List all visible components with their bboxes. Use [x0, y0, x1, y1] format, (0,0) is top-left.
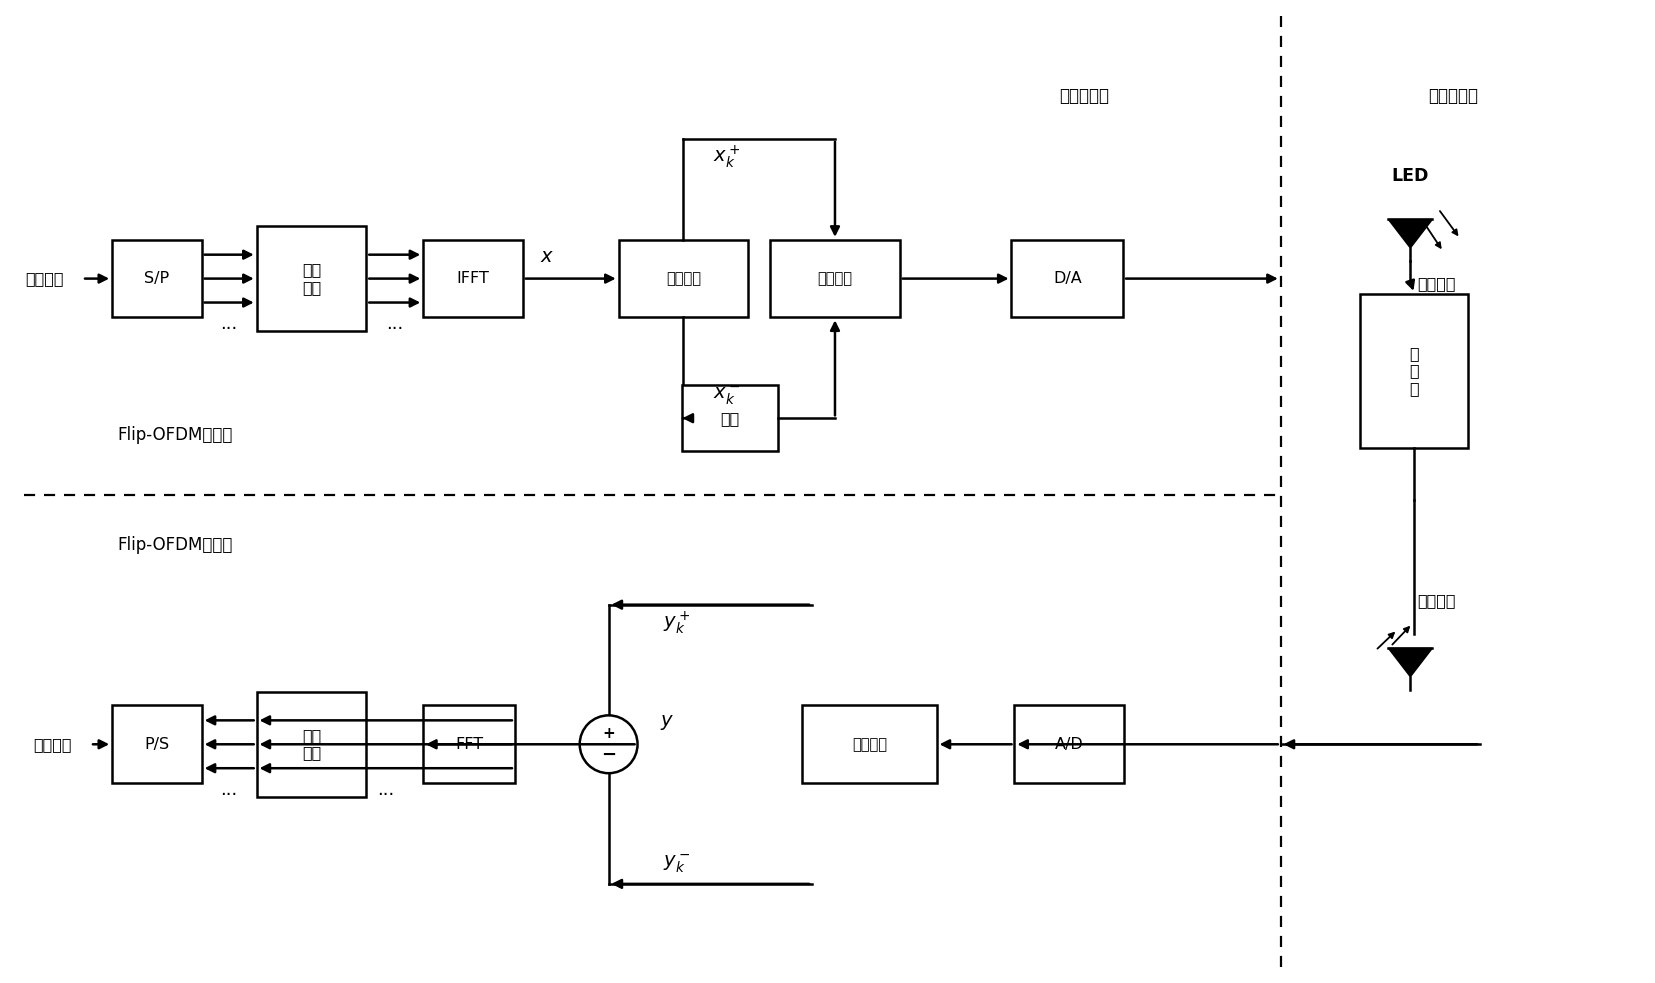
Text: $x_k^+$: $x_k^+$: [713, 144, 740, 170]
Text: 延时: 延时: [720, 411, 740, 426]
FancyBboxPatch shape: [619, 240, 748, 318]
Text: 输出数据: 输出数据: [33, 737, 71, 752]
Text: D/A: D/A: [1053, 271, 1081, 286]
FancyBboxPatch shape: [113, 706, 202, 783]
Text: +: +: [602, 725, 614, 741]
Text: $y_k^+$: $y_k^+$: [664, 609, 690, 636]
FancyBboxPatch shape: [801, 706, 937, 783]
Text: $x$: $x$: [540, 247, 553, 266]
FancyBboxPatch shape: [1011, 240, 1122, 318]
Text: IFFT: IFFT: [457, 271, 490, 286]
Text: $y$: $y$: [660, 713, 674, 732]
Text: 载波
解调: 载波 解调: [301, 728, 321, 761]
FancyBboxPatch shape: [770, 240, 899, 318]
Text: 符号分离: 符号分离: [851, 737, 887, 752]
Text: ...: ...: [377, 781, 394, 799]
Polygon shape: [1387, 219, 1432, 248]
FancyBboxPatch shape: [1360, 294, 1468, 448]
Text: 光信号区域: 光信号区域: [1427, 87, 1478, 105]
Text: 光
信
道: 光 信 道: [1408, 346, 1418, 396]
FancyBboxPatch shape: [257, 226, 366, 331]
Text: Flip-OFDM发送端: Flip-OFDM发送端: [118, 536, 232, 553]
FancyBboxPatch shape: [682, 385, 778, 451]
Text: A/D: A/D: [1054, 737, 1082, 752]
Text: ...: ...: [220, 781, 238, 799]
Text: 载波
调制: 载波 调制: [301, 262, 321, 295]
Text: 直接检测: 直接检测: [1417, 593, 1455, 608]
Text: $y_k^-$: $y_k^-$: [664, 853, 690, 875]
FancyBboxPatch shape: [257, 692, 366, 796]
Text: 信号分解: 信号分解: [665, 271, 700, 286]
Text: FFT: FFT: [455, 737, 483, 752]
FancyBboxPatch shape: [113, 240, 202, 318]
Circle shape: [579, 716, 637, 774]
FancyBboxPatch shape: [424, 240, 523, 318]
Text: 强度调制: 强度调制: [1417, 276, 1455, 291]
Text: ...: ...: [220, 316, 238, 333]
Text: 符号拼接: 符号拼接: [818, 271, 852, 286]
FancyBboxPatch shape: [424, 706, 515, 783]
Text: ...: ...: [386, 316, 404, 333]
FancyBboxPatch shape: [1015, 706, 1124, 783]
Polygon shape: [1387, 648, 1432, 676]
Text: 输入数据: 输入数据: [25, 271, 63, 286]
Text: $x_k^-$: $x_k^-$: [713, 385, 740, 407]
Text: Flip-OFDM接收端: Flip-OFDM接收端: [118, 427, 232, 444]
Text: 电信号区域: 电信号区域: [1059, 87, 1109, 105]
Text: P/S: P/S: [144, 737, 169, 752]
Text: S/P: S/P: [144, 271, 169, 286]
Text: LED: LED: [1390, 167, 1428, 185]
Text: −: −: [601, 746, 616, 764]
